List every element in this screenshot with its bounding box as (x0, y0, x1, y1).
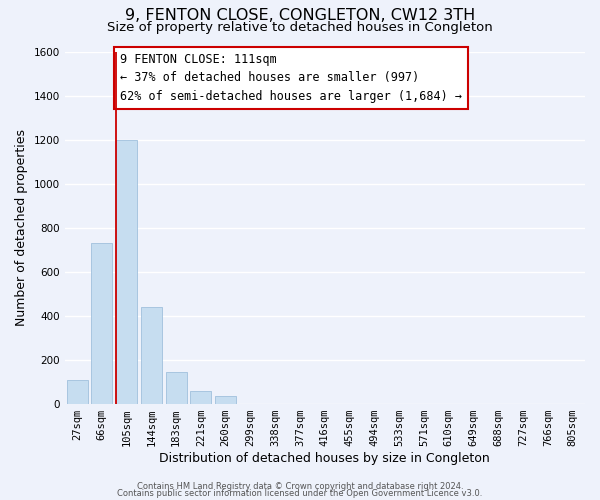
Bar (190, 391, 211, 404)
Text: 9 FENTON CLOSE: 111sqm
← 37% of detached houses are smaller (997)
62% of semi-de: 9 FENTON CLOSE: 111sqm ← 37% of detached… (120, 52, 462, 102)
X-axis label: Distribution of detached houses by size in Congleton: Distribution of detached houses by size … (160, 452, 490, 465)
Bar (215, 396, 236, 404)
Bar (67, 380, 88, 404)
Bar (141, 307, 162, 404)
Y-axis label: Number of detached properties: Number of detached properties (15, 130, 28, 326)
Text: Contains HM Land Registry data © Crown copyright and database right 2024.: Contains HM Land Registry data © Crown c… (137, 482, 463, 491)
Bar (166, 372, 187, 404)
Text: Contains public sector information licensed under the Open Government Licence v3: Contains public sector information licen… (118, 488, 482, 498)
Bar (91, 243, 112, 404)
Text: 9, FENTON CLOSE, CONGLETON, CW12 3TH: 9, FENTON CLOSE, CONGLETON, CW12 3TH (125, 8, 475, 22)
Bar (116, 140, 137, 404)
Text: Size of property relative to detached houses in Congleton: Size of property relative to detached ho… (107, 21, 493, 34)
